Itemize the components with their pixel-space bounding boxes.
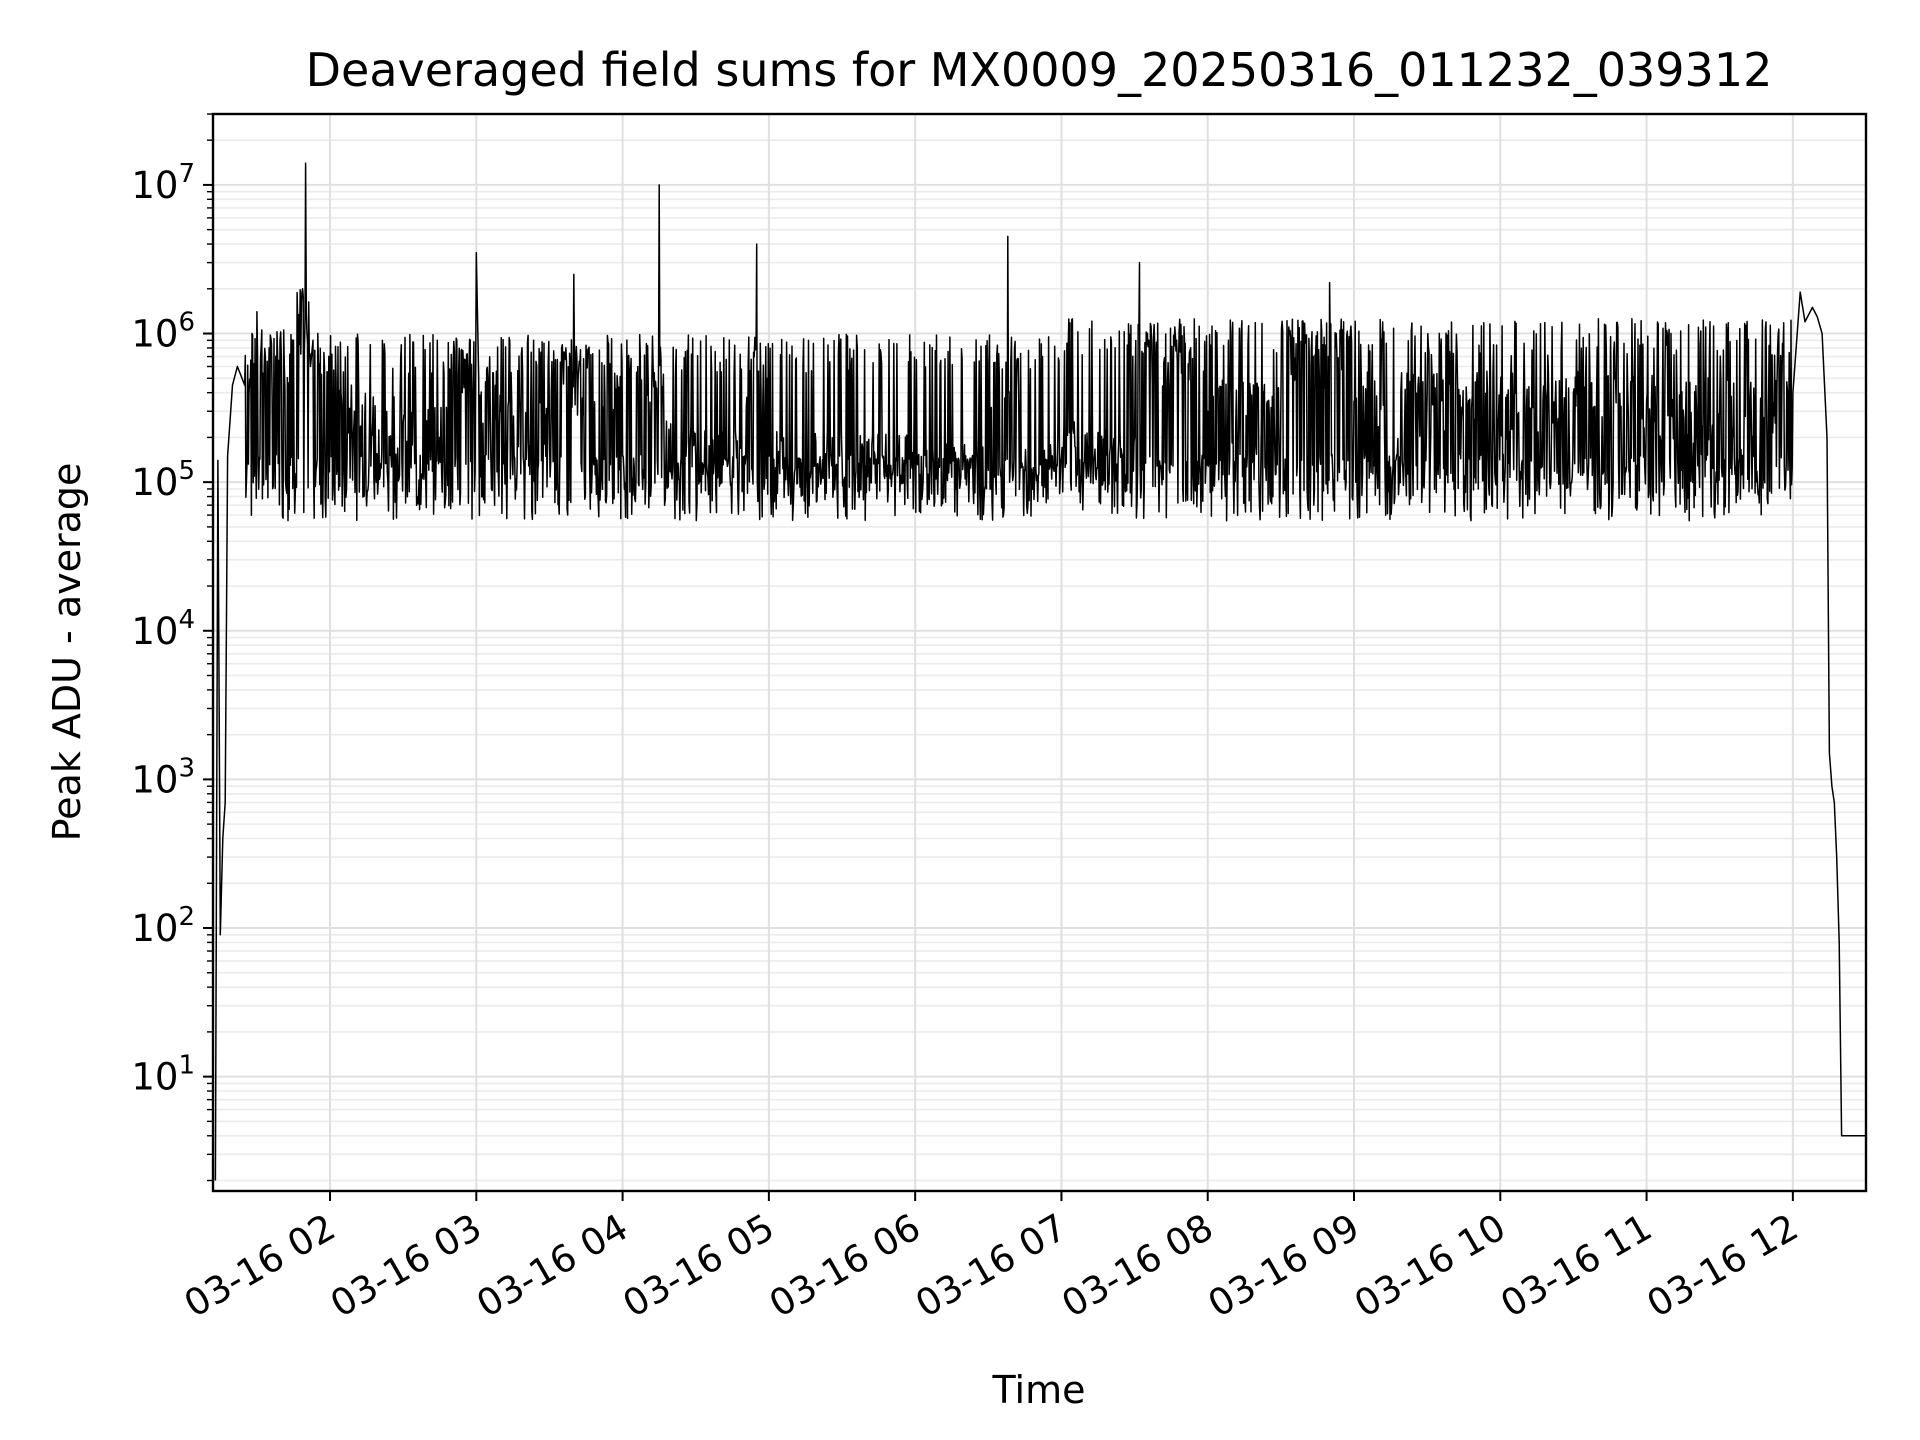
- x-tick-label: 03-16 04: [470, 1206, 636, 1326]
- y-tick-label: 104: [131, 605, 195, 653]
- x-tick-label: 03-16 05: [616, 1206, 782, 1326]
- chart-title: Deaveraged field sums for MX0009_2025031…: [306, 43, 1773, 97]
- y-tick-label: 101: [131, 1051, 195, 1099]
- plot-frame: [211, 112, 1868, 1193]
- x-tick-label: 03-16 10: [1347, 1206, 1513, 1326]
- x-axis-label: Time: [992, 1368, 1086, 1412]
- y-tick-label: 107: [131, 159, 195, 207]
- x-tick-label: 03-16 07: [908, 1206, 1074, 1326]
- plot-area: [214, 162, 1866, 1181]
- y-axis-label: Peak ADU - average: [45, 463, 89, 842]
- x-tick-label: 03-16 02: [177, 1206, 343, 1326]
- y-tick-label: 103: [131, 753, 195, 801]
- y-tick-label: 105: [131, 456, 195, 504]
- x-tick-label: 03-16 08: [1055, 1206, 1221, 1326]
- y-axis: 101 102 103 104 105 106 107: [131, 113, 213, 1182]
- x-tick-label: 03-16 11: [1494, 1206, 1660, 1326]
- x-tick-label: 03-16 12: [1640, 1206, 1806, 1326]
- y-tick-label: 102: [131, 902, 195, 950]
- x-tick-label: 03-16 09: [1201, 1206, 1367, 1326]
- grid: [213, 113, 1866, 1191]
- series-line: [214, 162, 1866, 1181]
- x-tick-label: 03-16 06: [762, 1206, 928, 1326]
- x-tick-label: 03-16 03: [323, 1206, 489, 1326]
- y-tick-label: 106: [131, 308, 195, 356]
